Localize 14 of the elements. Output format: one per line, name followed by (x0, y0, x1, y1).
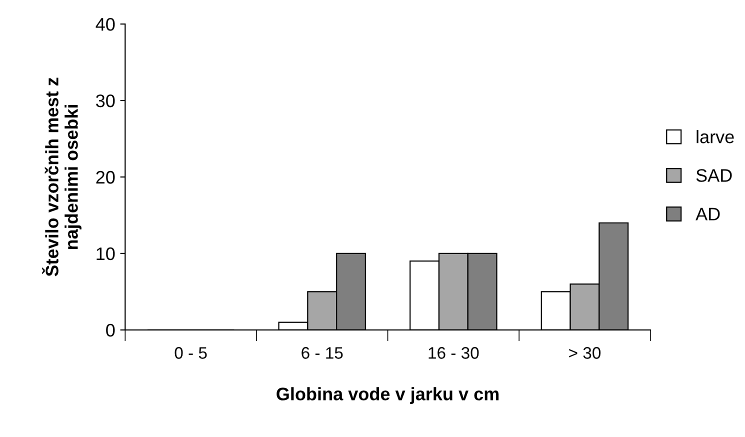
x-tick-label: 6 - 15 (302, 347, 343, 359)
x-axis-title: Globina vode v jarku v cm (276, 387, 499, 404)
x-tick-label: 0 - 5 (174, 347, 207, 359)
y-tick-label: 40 (96, 18, 115, 31)
legend-label: AD (696, 208, 720, 220)
x-tick-label: > 30 (569, 347, 601, 359)
legend-label: SAD (696, 169, 732, 182)
legend-label: larve (696, 130, 734, 144)
x-tick-label: 16 - 30 (428, 347, 479, 359)
y-tick-label: 20 (96, 170, 115, 184)
y-axis-title: Število vzorčnih mest z najdenimi osebki (42, 78, 82, 276)
y-tick-label: 0 (106, 324, 115, 337)
y-tick-label: 10 (96, 247, 115, 260)
y-tick-label: 30 (96, 94, 115, 108)
